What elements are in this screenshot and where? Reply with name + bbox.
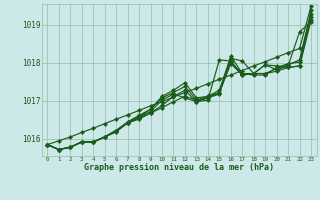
X-axis label: Graphe pression niveau de la mer (hPa): Graphe pression niveau de la mer (hPa) [84,164,274,172]
